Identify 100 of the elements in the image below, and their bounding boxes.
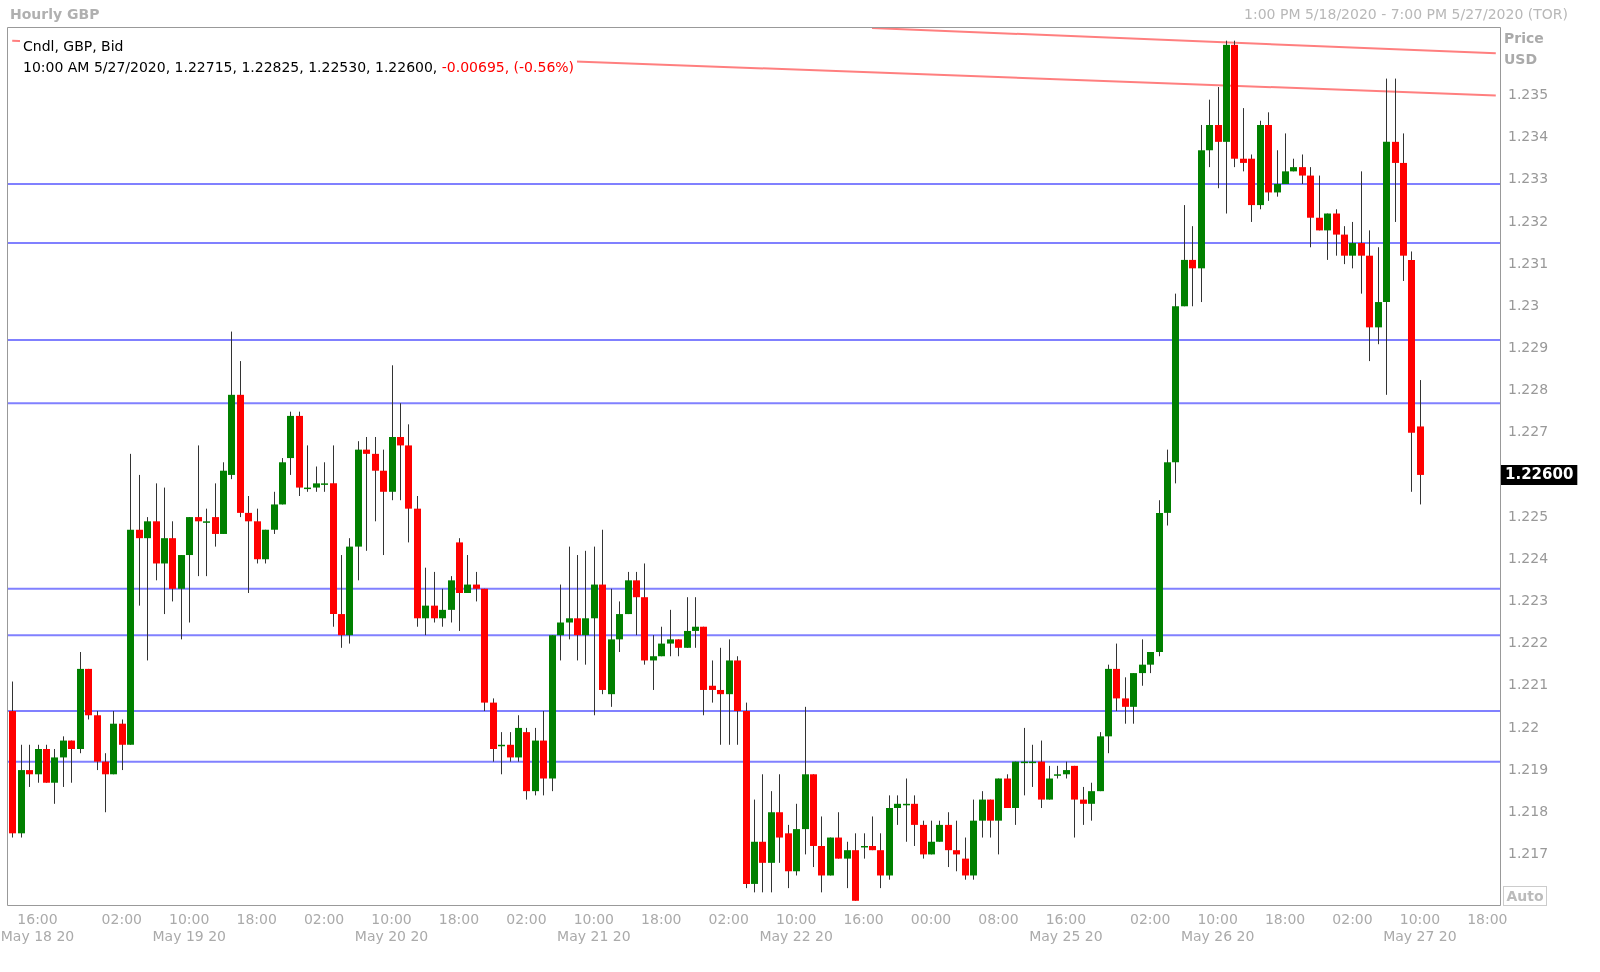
annotation: -0.00695, (-0.56%) (440, 59, 575, 75)
x-tick-label: 02:00 (1332, 911, 1373, 928)
candlestick (928, 820, 935, 855)
y-tick-label: 1.217 (1508, 845, 1549, 862)
candlestick (397, 402, 404, 501)
candlestick (363, 436, 370, 552)
x-tick-label: 02:00 (101, 911, 142, 928)
candlestick (709, 659, 716, 704)
candlestick (195, 444, 202, 577)
candlestick (119, 718, 126, 771)
candlestick (894, 794, 901, 826)
candlestick (658, 626, 665, 657)
candlestick (439, 588, 446, 628)
x-tick-label: 10:00 May 27 20 (1383, 911, 1457, 944)
x-tick-label: 18:00 (438, 911, 480, 928)
x-tick-label: 10:00 May 26 20 (1180, 911, 1255, 944)
candlestick (1122, 676, 1129, 725)
x-tick-label: 02:00 (303, 911, 345, 928)
candlestick (566, 546, 573, 640)
x-tick-label: 18:00 (641, 911, 682, 928)
candlestick (245, 495, 252, 594)
y-tick-label: 1.223 (1508, 592, 1549, 609)
y-tick-label: 1.234 (1508, 128, 1549, 145)
candlestick (431, 571, 438, 624)
candlestick (557, 584, 564, 661)
candlestick (1189, 225, 1196, 307)
candlestick (1088, 782, 1095, 822)
candlestick (1274, 149, 1281, 198)
candlestick (936, 820, 943, 843)
x-tick-label: 16:00 (843, 911, 884, 928)
candlestick (987, 799, 994, 839)
candlestick (144, 516, 151, 661)
candlestick (1215, 86, 1222, 189)
x-tick-label: 18:00 (1467, 911, 1508, 928)
candlestick (1349, 221, 1356, 269)
y-tick-label: 1.225 (1508, 507, 1549, 524)
candlestick (507, 731, 514, 763)
candlestick (1341, 225, 1348, 265)
candlestick (633, 571, 640, 636)
candlestick (372, 436, 379, 522)
x-tick-label: 18:00 (236, 911, 277, 928)
y-tick-label: 1.229 (1508, 339, 1549, 356)
candlestick (212, 482, 219, 548)
candlestick (464, 554, 471, 594)
x-tick-label: 02:00 (506, 911, 547, 928)
x-tick-label: 10:00 May 21 20 (557, 911, 631, 944)
candlestick (692, 596, 699, 649)
candlestick (380, 449, 387, 556)
y-tick-label: 1.228 (1508, 381, 1549, 398)
candlestick (1333, 208, 1340, 257)
x-tick-label: 08:00 (978, 911, 1019, 928)
x-tick-label: 00:00 (910, 911, 952, 928)
candlestick (473, 571, 480, 602)
candlestick (136, 474, 143, 607)
candlestick (422, 567, 429, 636)
candlestick (1316, 175, 1323, 231)
candlestick (667, 609, 674, 657)
candlestick (1282, 132, 1289, 185)
x-tick-label: 16:00 May 18 20 (0, 911, 75, 944)
y-tick-label: 1.23 (1508, 296, 1540, 313)
candlestick (102, 752, 109, 813)
candlestick (203, 508, 210, 577)
y-tick-label: 1.224 (1508, 549, 1549, 566)
candlestick (1080, 786, 1087, 826)
candlestick (953, 820, 960, 872)
candlestick (574, 554, 581, 661)
candlestick (844, 841, 851, 889)
candlestick (26, 744, 33, 788)
y-tick-label: 1.232 (1508, 212, 1549, 229)
candlestick (962, 837, 969, 881)
candlestick (1147, 651, 1154, 674)
y-axis-title: Price USD (1504, 29, 1545, 69)
x-tick-label: 10:00 May 22 20 (759, 911, 833, 944)
auto-scale-button: Auto (1503, 886, 1547, 906)
candlestick (582, 550, 589, 666)
x-tick-label: 02:00 (708, 911, 749, 928)
y-tick-label: 1.231 (1508, 254, 1549, 271)
candlestick (338, 554, 345, 649)
y-tick-label: 1.218 (1508, 802, 1549, 819)
candlestick (717, 647, 724, 746)
candlestick (759, 773, 766, 893)
candlestick (684, 596, 691, 649)
candlestick (979, 790, 986, 839)
x-tick-label: 10:00 May 19 20 (152, 911, 226, 944)
candlestick (1324, 213, 1331, 261)
candlestick (60, 735, 67, 788)
x-tick-label: 16:00 May 25 20 (1029, 911, 1103, 944)
y-tick-label: 1.221 (1508, 676, 1549, 693)
candlestick (1046, 765, 1053, 801)
candlestick (650, 634, 657, 691)
candlestick (1299, 153, 1306, 185)
text: 1.22600 (1505, 464, 1574, 483)
candlestick (1392, 78, 1399, 223)
candlestick (1358, 170, 1365, 295)
annotation: Cndl, GBP, Bid (23, 37, 125, 56)
annotation: 10:00 AM 5/27/2020, 1.22715, 1.22825, 1.22530, 1.22600, (23, 59, 438, 75)
candlestick (68, 740, 75, 784)
y-tick-label: 1.22 (1508, 718, 1540, 735)
candlestick (835, 811, 842, 860)
y-tick-label: 1.235 (1508, 86, 1549, 103)
